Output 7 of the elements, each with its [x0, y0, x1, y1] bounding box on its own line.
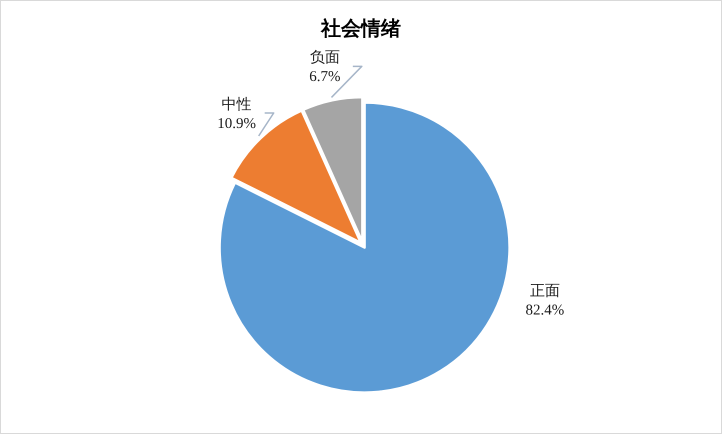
slice-label: 中性 — [222, 96, 252, 113]
data-label: 82.4% — [525, 302, 564, 319]
slice-label: 正面 — [530, 284, 560, 300]
chart-title: 社会情绪 — [320, 16, 401, 40]
data-label: 10.9% — [217, 116, 256, 132]
data-label: 6.7% — [309, 69, 340, 86]
slice-label: 负面 — [310, 49, 340, 66]
